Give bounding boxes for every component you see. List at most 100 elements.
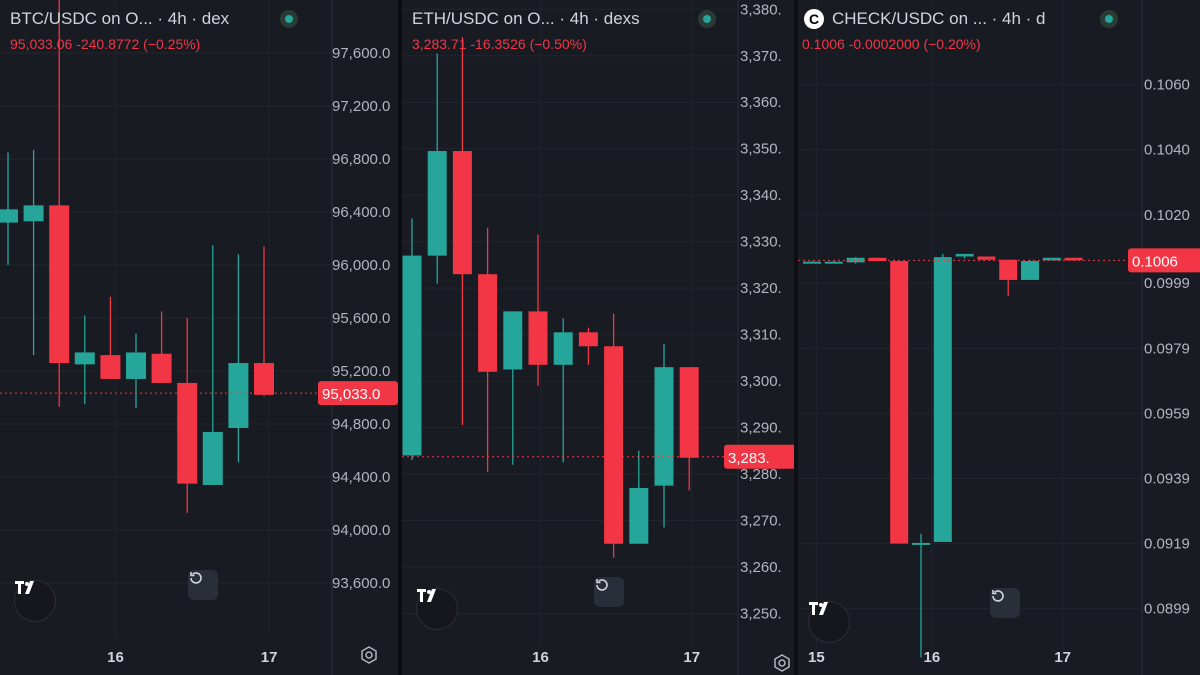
candlestick-chart-check[interactable]: 0.1060 0.1040 0.1020 0.0999 0.0979 0.0959 0.09… [798, 0, 1200, 675]
candle-body [452, 151, 472, 275]
reset-chart-button[interactable] [990, 588, 1020, 618]
candle-body [553, 332, 573, 365]
y-tick-label: 3,380. [740, 1, 782, 18]
status-dot-icon [1100, 10, 1118, 28]
tradingview-logo-icon[interactable] [416, 588, 458, 630]
candle-body [1064, 257, 1083, 261]
candle-body [999, 259, 1018, 280]
candle-body [254, 363, 274, 395]
y-tick-label: 95,600.0 [332, 310, 390, 327]
candle-body [955, 253, 974, 257]
y-tick-label: 3,270. [740, 513, 782, 530]
candle-body [912, 542, 930, 545]
last-price: 0.1006 [802, 36, 845, 52]
candle-body [890, 261, 909, 544]
current-price-label: 3,283. [728, 450, 770, 467]
candle-body [100, 355, 121, 379]
chart-header: BTC/USDC on O... · 4h · dex [10, 8, 229, 30]
candlestick-chart-btc[interactable]: 97,600.0 97,200.0 96,800.0 96,400.0 96,000.0… [0, 0, 398, 675]
current-price-label: 0.1006 [1132, 253, 1178, 270]
candle-body [1042, 257, 1061, 261]
rotate-icon [992, 590, 1004, 602]
y-tick-label: 3,250. [740, 605, 782, 622]
y-tick-label: 0.0939 [1144, 470, 1190, 487]
y-tick-label: 3,330. [740, 234, 782, 251]
y-tick-label: 3,280. [740, 466, 782, 483]
candle-body [868, 257, 887, 262]
price-quote: 0.1006 -0.0002000 (−0.20%) [802, 36, 981, 52]
candle-body [0, 209, 18, 223]
y-tick-label: 0.0919 [1144, 536, 1190, 553]
y-tick-label: 3,340. [740, 187, 782, 204]
tradingview-logo-icon[interactable] [14, 580, 56, 622]
chart-panel-eth[interactable]: 3,380. 3,370. 3,360. 3,350. 3,340. 3,330. 3,32… [402, 0, 794, 675]
y-tick-label: 0.0999 [1144, 275, 1190, 292]
candle-body [427, 151, 447, 256]
tradingview-logo-icon[interactable] [808, 601, 850, 643]
chart-header: ETH/USDC on O... · 4h · dexs [412, 8, 640, 30]
price-change: -240.8772 [76, 36, 140, 52]
candle-body [126, 352, 146, 379]
last-price: 3,283.71 [412, 36, 467, 52]
candle-body [23, 205, 44, 222]
y-tick-label: 3,320. [740, 280, 782, 297]
candle-body [846, 257, 865, 263]
y-tick-label: 96,400.0 [332, 204, 390, 221]
x-tick-label: 17 [261, 649, 278, 666]
y-tick-label: 0.1060 [1144, 77, 1190, 94]
y-tick-label: 3,350. [740, 141, 782, 158]
current-price-badge [724, 444, 794, 469]
check-token-icon: C [804, 9, 824, 29]
y-tick-label: 97,600.0 [332, 45, 390, 62]
settings-gear-icon[interactable] [772, 653, 792, 673]
y-tick-label: 3,260. [740, 559, 782, 576]
candle-body [803, 261, 821, 264]
current-price-badge [318, 381, 398, 406]
reset-chart-button[interactable] [594, 577, 624, 607]
current-price-label: 95,033.0 [322, 386, 380, 403]
price-change-pct: (−0.25%) [143, 36, 201, 52]
x-tick-label: 16 [924, 649, 941, 666]
candle-body [503, 311, 523, 370]
y-tick-label: 94,800.0 [332, 416, 390, 433]
x-tick-label: 16 [532, 649, 549, 666]
candle-body [151, 353, 172, 383]
chart-panel-btc[interactable]: 97,600.0 97,200.0 96,800.0 96,400.0 96,000.0… [0, 0, 398, 675]
y-tick-label: 0.1020 [1144, 207, 1190, 224]
price-change-pct: (−0.50%) [529, 36, 587, 52]
symbol-title: ETH/USDC on O... · 4h · dexs [412, 9, 640, 28]
y-tick-label: 96,000.0 [332, 257, 390, 274]
candle-body [604, 346, 624, 544]
y-tick-label: 0.0959 [1144, 405, 1190, 422]
candle-body [654, 367, 674, 486]
candle-body [1021, 261, 1039, 280]
y-tick-label: 3,290. [740, 420, 782, 437]
candle-body [679, 367, 699, 458]
price-quote: 3,283.71 -16.3526 (−0.50%) [412, 36, 587, 52]
rotate-icon [190, 572, 202, 584]
y-tick-label: 3,300. [740, 373, 782, 390]
candle-body [177, 382, 198, 484]
settings-gear-icon[interactable] [359, 645, 379, 665]
candle-body [74, 352, 95, 365]
reset-chart-button[interactable] [188, 570, 218, 600]
chart-panel-check[interactable]: 0.1060 0.1040 0.1020 0.0999 0.0979 0.0959 0.09… [798, 0, 1200, 675]
x-tick-label: 16 [107, 649, 124, 666]
status-dot-icon [698, 10, 716, 28]
y-tick-label: 3,360. [740, 94, 782, 111]
y-tick-label: 0.0899 [1144, 601, 1190, 618]
y-tick-label: 0.1040 [1144, 142, 1190, 159]
y-tick-label: 93,600.0 [332, 575, 390, 592]
x-tick-label: 17 [683, 649, 700, 666]
price-quote: 95,033.06 -240.8772 (−0.25%) [10, 36, 200, 52]
candlestick-chart-eth[interactable]: 3,380. 3,370. 3,360. 3,350. 3,340. 3,330. 3,32… [402, 0, 794, 675]
panel-divider [794, 0, 798, 675]
candle-body [402, 255, 422, 456]
y-tick-label: 0.0979 [1144, 340, 1190, 357]
y-tick-label: 95,200.0 [332, 363, 390, 380]
candle-body [528, 311, 548, 365]
y-tick-label: 94,000.0 [332, 522, 390, 539]
x-tick-label: 17 [1054, 649, 1071, 666]
status-dot-icon [280, 10, 298, 28]
y-tick-label: 96,800.0 [332, 151, 390, 168]
